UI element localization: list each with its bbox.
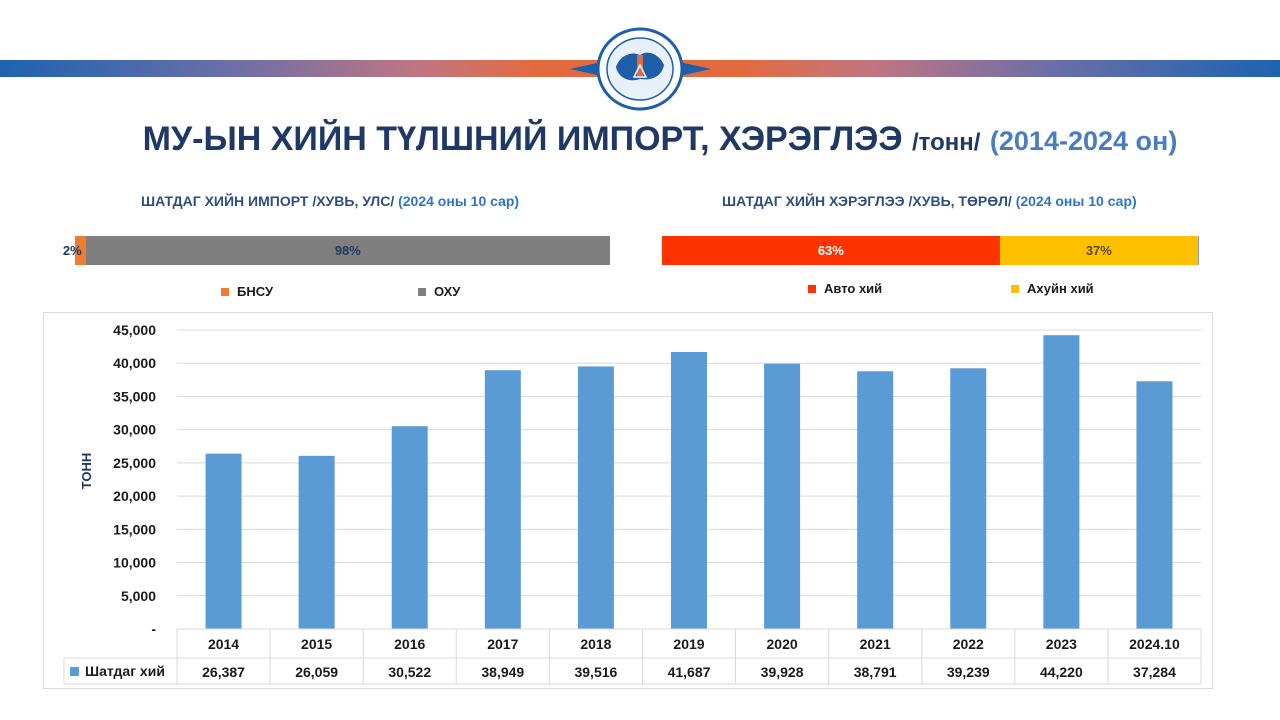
x-category-label: 2021 [860,636,891,652]
title-main: МУ-ЫН ХИЙН ТҮЛШНИЙ ИМПОРТ, ХЭРЭГЛЭЭ [142,120,903,158]
x-category-label: 2017 [487,636,518,652]
legend-household-label: Ахуйн хий [1027,281,1094,296]
data-value-label: 38,791 [854,664,897,680]
y-tick-label: 15,000 [113,521,156,537]
bar [391,426,428,629]
data-value-label: 39,928 [761,664,804,680]
data-value-label: 26,059 [295,664,338,680]
bar [1136,381,1173,629]
bar [1043,335,1080,629]
bar [298,455,335,629]
y-tick-label: 25,000 [113,455,156,471]
data-value-label: 26,387 [202,664,245,680]
x-category-label: 2016 [394,636,425,652]
legend-bnsu: БНСУ [221,284,273,299]
page-title: МУ-ЫН ХИЙН ТҮЛШНИЙ ИМПОРТ, ХЭРЭГЛЭЭ /тон… [0,120,1280,159]
data-value-label: 38,949 [481,664,524,680]
legend-auto: Авто хий [808,281,882,296]
x-category-label: 2019 [673,636,704,652]
data-value-label: 41,687 [668,664,711,680]
y-tick-label: 45,000 [113,322,156,338]
bar-chart: - 5,000 10,000 15,000 20,000 25,000 30,000 35,0… [63,322,1202,685]
title-years: (2014-2024 он) [989,126,1178,156]
y-tick-label: 20,000 [113,488,156,504]
legend-oxu: ОХУ [418,284,460,299]
consumption-segment-household-label: 37% [1085,243,1112,258]
import-segment-bnsu: 2% [63,236,86,265]
bar [484,370,521,629]
consumption-share-bar: 63% 37% [662,236,1199,265]
title-unit: /тонн/ [912,129,981,156]
y-tick-label: 40,000 [113,355,156,371]
import-segment-bnsu-label: 2% [62,243,82,258]
consumption-segment-auto: 63% [662,236,1000,265]
y-tick-label: 10,000 [113,555,156,571]
bar [764,363,801,629]
bar [205,453,242,629]
x-category-label: 2014 [208,636,239,652]
agency-logo [570,27,711,111]
consumption-segment-auto-label: 63% [817,243,844,258]
bar [671,352,707,629]
x-category-label: 2018 [580,636,611,652]
legend-auto-label: Авто хий [824,281,883,296]
data-value-label: 39,516 [574,664,617,680]
y-tick-label: 5,000 [121,588,156,604]
bar-chart-frame: - 5,000 10,000 15,000 20,000 25,000 30,000 35,0… [43,312,1213,689]
y-axis-label: ТОНН [79,453,94,490]
y-tick-label: - [151,621,156,637]
legend-household: Ахуйн хий [1011,281,1094,296]
x-category-label: 2015 [301,636,332,652]
y-tick-label: 30,000 [113,422,156,438]
data-value-label: 44,220 [1040,664,1083,680]
consumption-share-title-text: ШАТДАГ ХИЙН ХЭРЭГЛЭЭ /ХУВЬ, ТӨРӨЛ/ [722,193,1012,209]
x-category-label: 2022 [953,636,984,652]
data-value-label: 37,284 [1133,664,1176,680]
series-legend-label: Шатдаг хий [85,663,165,679]
bar [950,368,987,629]
import-share-bar: 2% 98% [63,236,610,265]
y-tick-label: 35,000 [113,388,156,404]
consumption-share-title: ШАТДАГ ХИЙН ХЭРЭГЛЭЭ /ХУВЬ, ТӨРӨЛ/ (2024… [722,193,1137,209]
import-segment-oxu-label: 98% [334,243,361,258]
legend-oxu-label: ОХУ [434,284,461,299]
x-category-label: 2020 [767,636,798,652]
import-segment-oxu: 98% [85,236,610,265]
x-category-label: 2024.10 [1129,636,1180,652]
consumption-share-period: (2024 оны 10 сар) [1015,193,1137,209]
bar [577,366,614,629]
legend-bnsu-label: БНСУ [237,284,274,299]
legend-oxu-swatch [418,287,426,296]
legend-household-swatch [1011,284,1019,293]
x-category-label: 2023 [1046,636,1077,652]
import-share-title-text: ШАТДАГ ХИЙН ИМПОРТ /ХУВЬ, УЛС/ [141,193,395,209]
consumption-segment-household: 37% [999,236,1198,265]
legend-auto-swatch [808,284,816,293]
series-legend-swatch [70,667,79,676]
import-share-period: (2024 оны 10 сар) [398,193,520,209]
data-value-label: 39,239 [947,664,990,680]
legend-bnsu-swatch [221,287,229,296]
bar [857,371,894,629]
data-value-label: 30,522 [388,664,431,680]
import-share-title: ШАТДАГ ХИЙН ИМПОРТ /ХУВЬ, УЛС/ (2024 оны… [141,193,519,209]
